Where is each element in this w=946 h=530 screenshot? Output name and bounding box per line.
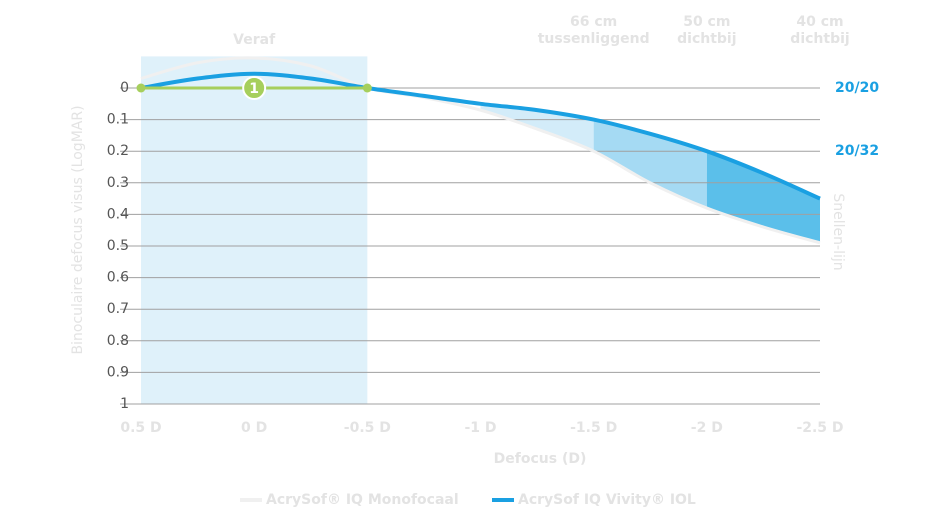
y2-tick-label: 20/32 (835, 143, 879, 159)
y-tick-label: 0.3 (107, 175, 129, 191)
distance-label: dichtbij (790, 31, 849, 47)
line-layer (140, 56, 821, 245)
fill-layer (480, 103, 820, 243)
far-zone (141, 56, 368, 405)
distance-label: 66 cm (570, 14, 617, 30)
legend-label: AcrySof IQ Vivity® IOL (518, 492, 696, 508)
range-marker-end (136, 83, 146, 93)
y-tick-label: 1 (120, 396, 129, 412)
x-tick-label: -1.5 D (570, 420, 617, 436)
fill-band (706, 151, 820, 243)
background-layer (141, 56, 368, 405)
y-tick-label: 0.8 (107, 333, 129, 349)
series-line (140, 71, 821, 201)
x-tick-label: -2.5 D (796, 420, 843, 436)
distance-label: tussenliggend (538, 31, 650, 47)
y-tick-label: 0.9 (107, 364, 129, 380)
distance-label: 50 cm (683, 14, 730, 30)
legend-label: AcrySof® IQ Monofocaal (266, 492, 459, 508)
y-tick-label: 0.4 (107, 206, 129, 222)
range-marker-badge (242, 76, 267, 100)
distance-label: dichtbij (677, 31, 736, 47)
x-tick-label: -2 D (691, 420, 723, 436)
zone-label: Veraf (233, 32, 276, 48)
y-tick-label: 0.5 (107, 238, 129, 254)
x-tick-label: 0.5 D (120, 420, 161, 436)
y-tick-label: 0.7 (107, 301, 129, 317)
x-axis-title: Defocus (D) (494, 451, 587, 467)
y-tick-label: 0.2 (107, 143, 129, 159)
y2-tick-label: 20/20 (835, 80, 879, 96)
range-marker-end (362, 83, 372, 93)
fill-band (593, 119, 707, 209)
series-line (140, 56, 821, 245)
y-tick-label: 0.1 (107, 112, 129, 128)
distance-label: 40 cm (796, 14, 843, 30)
y2-axis-title: Snellen-lijn (830, 193, 846, 270)
y-tick-label: 0.6 (107, 270, 129, 286)
x-tick-label: -1 D (464, 420, 496, 436)
x-tick-label: 0 D (241, 420, 267, 436)
y-axis-title: Binoculaire defocus visus (LogMAR) (70, 105, 86, 354)
x-tick-label: -0.5 D (344, 420, 391, 436)
range-marker-label: 1 (249, 81, 259, 97)
y-tick-label: 0 (120, 80, 129, 96)
